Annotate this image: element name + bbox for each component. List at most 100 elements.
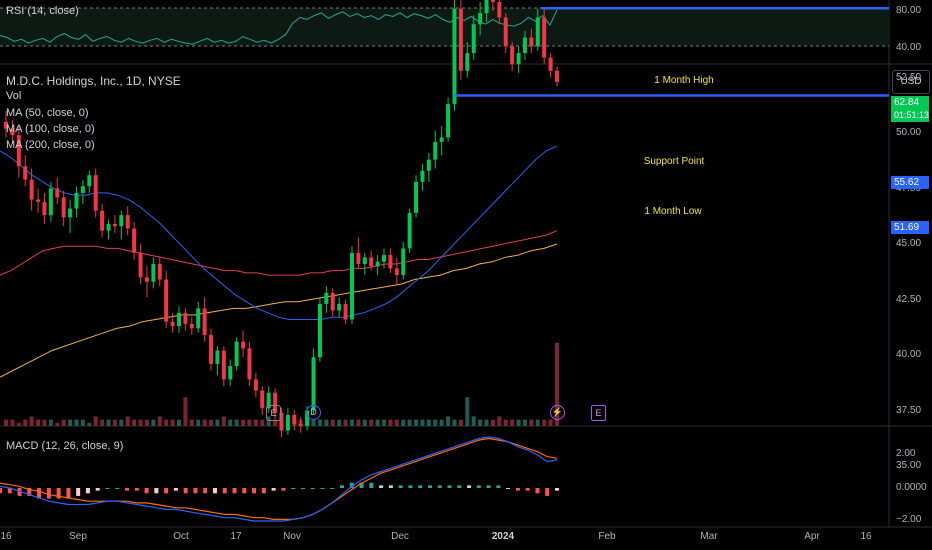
candle-body [439, 137, 444, 142]
macd-histogram-bar [457, 485, 462, 488]
volume-bar [241, 419, 246, 426]
volume-bar [176, 419, 181, 426]
volume-bar [260, 419, 265, 426]
volume-bar [87, 422, 92, 426]
upcoming-earnings-icon[interactable]: E [591, 405, 606, 421]
macd-histogram-bar [85, 488, 90, 494]
volume-bar [189, 419, 194, 426]
macd-histogram-bar [252, 488, 257, 494]
volume-bar [484, 419, 489, 426]
volume-bar [311, 419, 316, 426]
volume-bar [369, 419, 374, 426]
symbol-title[interactable]: M.D.C. Holdings, Inc., 1D, NYSE [6, 74, 181, 88]
candle-body [356, 252, 361, 264]
rsi-line [0, 9, 558, 45]
macd-histogram-bar [95, 488, 100, 491]
candle-body [170, 321, 175, 327]
time-axis-label: 2024 [491, 531, 515, 542]
candle-body [36, 199, 41, 202]
time-axis-label: Apr [804, 531, 820, 542]
ma100-label[interactable]: MA (100, close, 0) [6, 123, 95, 135]
volume-bar [433, 419, 438, 426]
macd-histogram-bar [555, 488, 559, 491]
volume-bar [164, 419, 169, 426]
candle-body [157, 263, 162, 280]
currency-button[interactable]: USD [892, 70, 930, 94]
candle-body [401, 248, 406, 276]
candle-body [324, 292, 329, 304]
candle-body [125, 215, 130, 229]
macd-histogram-bar [281, 488, 286, 491]
candle-body [305, 410, 310, 427]
earnings-event-icon[interactable]: E [266, 405, 281, 421]
current-price-tag: 62.84 [891, 96, 929, 109]
volume-bar [170, 419, 175, 426]
macd-histogram-bar [418, 485, 423, 488]
volume-bar [266, 416, 271, 426]
volume-bar [548, 419, 553, 426]
macd-histogram-bar [369, 482, 374, 488]
candle-body [55, 188, 60, 198]
candle-body [542, 17, 547, 58]
dividend-event-icon[interactable]: D [306, 405, 321, 420]
candle-body [471, 24, 476, 54]
volume-bar [478, 419, 483, 426]
volume-bar [247, 419, 252, 426]
time-axis-label: Sep [69, 531, 87, 542]
price-axis-label: 52.50 [896, 71, 922, 83]
volume-bar [452, 419, 457, 426]
candle-body [529, 37, 534, 47]
macd-histogram-bar [37, 488, 42, 499]
volume-bar [55, 422, 60, 426]
macd-histogram-bar [310, 488, 315, 489]
volume-bar [48, 419, 53, 426]
candle-body [4, 121, 8, 129]
rsi-level-80: 80.00 [896, 5, 922, 16]
candle-body [260, 390, 265, 409]
volume-bar [74, 419, 79, 426]
volume-bar [68, 419, 73, 426]
volume-bar [144, 419, 149, 426]
volume-bar [112, 419, 117, 426]
macd-tick-0: 0.0000 [896, 482, 927, 493]
candle-body [80, 186, 85, 193]
volume-bar [343, 419, 348, 426]
candle-body [446, 104, 451, 138]
candle-body [311, 357, 316, 411]
candle-body [503, 17, 508, 47]
macd-histogram-bar [330, 488, 335, 489]
volume-bar [196, 419, 201, 426]
volume-bar [228, 419, 233, 426]
ma50-label[interactable]: MA (50, close, 0) [6, 107, 89, 119]
macd-histogram-bar [144, 488, 149, 494]
candle-body [253, 379, 258, 391]
candle-body [266, 392, 271, 409]
volume-bar [542, 419, 547, 426]
split-lightning-icon[interactable]: ⚡ [550, 405, 565, 420]
candle-body [535, 17, 540, 47]
candle-body [349, 252, 354, 320]
candle-body [215, 350, 220, 364]
macd-histogram-bar [0, 488, 2, 494]
macd-histogram-bar [27, 488, 32, 496]
volume-bar [29, 416, 34, 426]
candle-body [426, 159, 431, 171]
macd-line [0, 436, 558, 522]
vol-label[interactable]: Vol [6, 90, 22, 102]
candle-body [48, 188, 53, 216]
ma200-label[interactable]: MA (200, close, 0) [6, 139, 95, 151]
time-axis-label: 16 [860, 531, 872, 542]
volume-bar [10, 419, 15, 426]
candle-body [16, 135, 21, 167]
candle-body [10, 128, 15, 136]
candle-body [144, 277, 149, 282]
macd-histogram-bar [291, 488, 296, 489]
macd-histogram-bar [173, 488, 178, 491]
candle-body [484, 0, 489, 14]
candle-body [382, 255, 387, 262]
macd-title[interactable]: MACD (12, 26, close, 9) [6, 440, 124, 452]
candle-body [132, 228, 137, 253]
candle-body [375, 261, 380, 267]
ma100-line [0, 230, 558, 276]
